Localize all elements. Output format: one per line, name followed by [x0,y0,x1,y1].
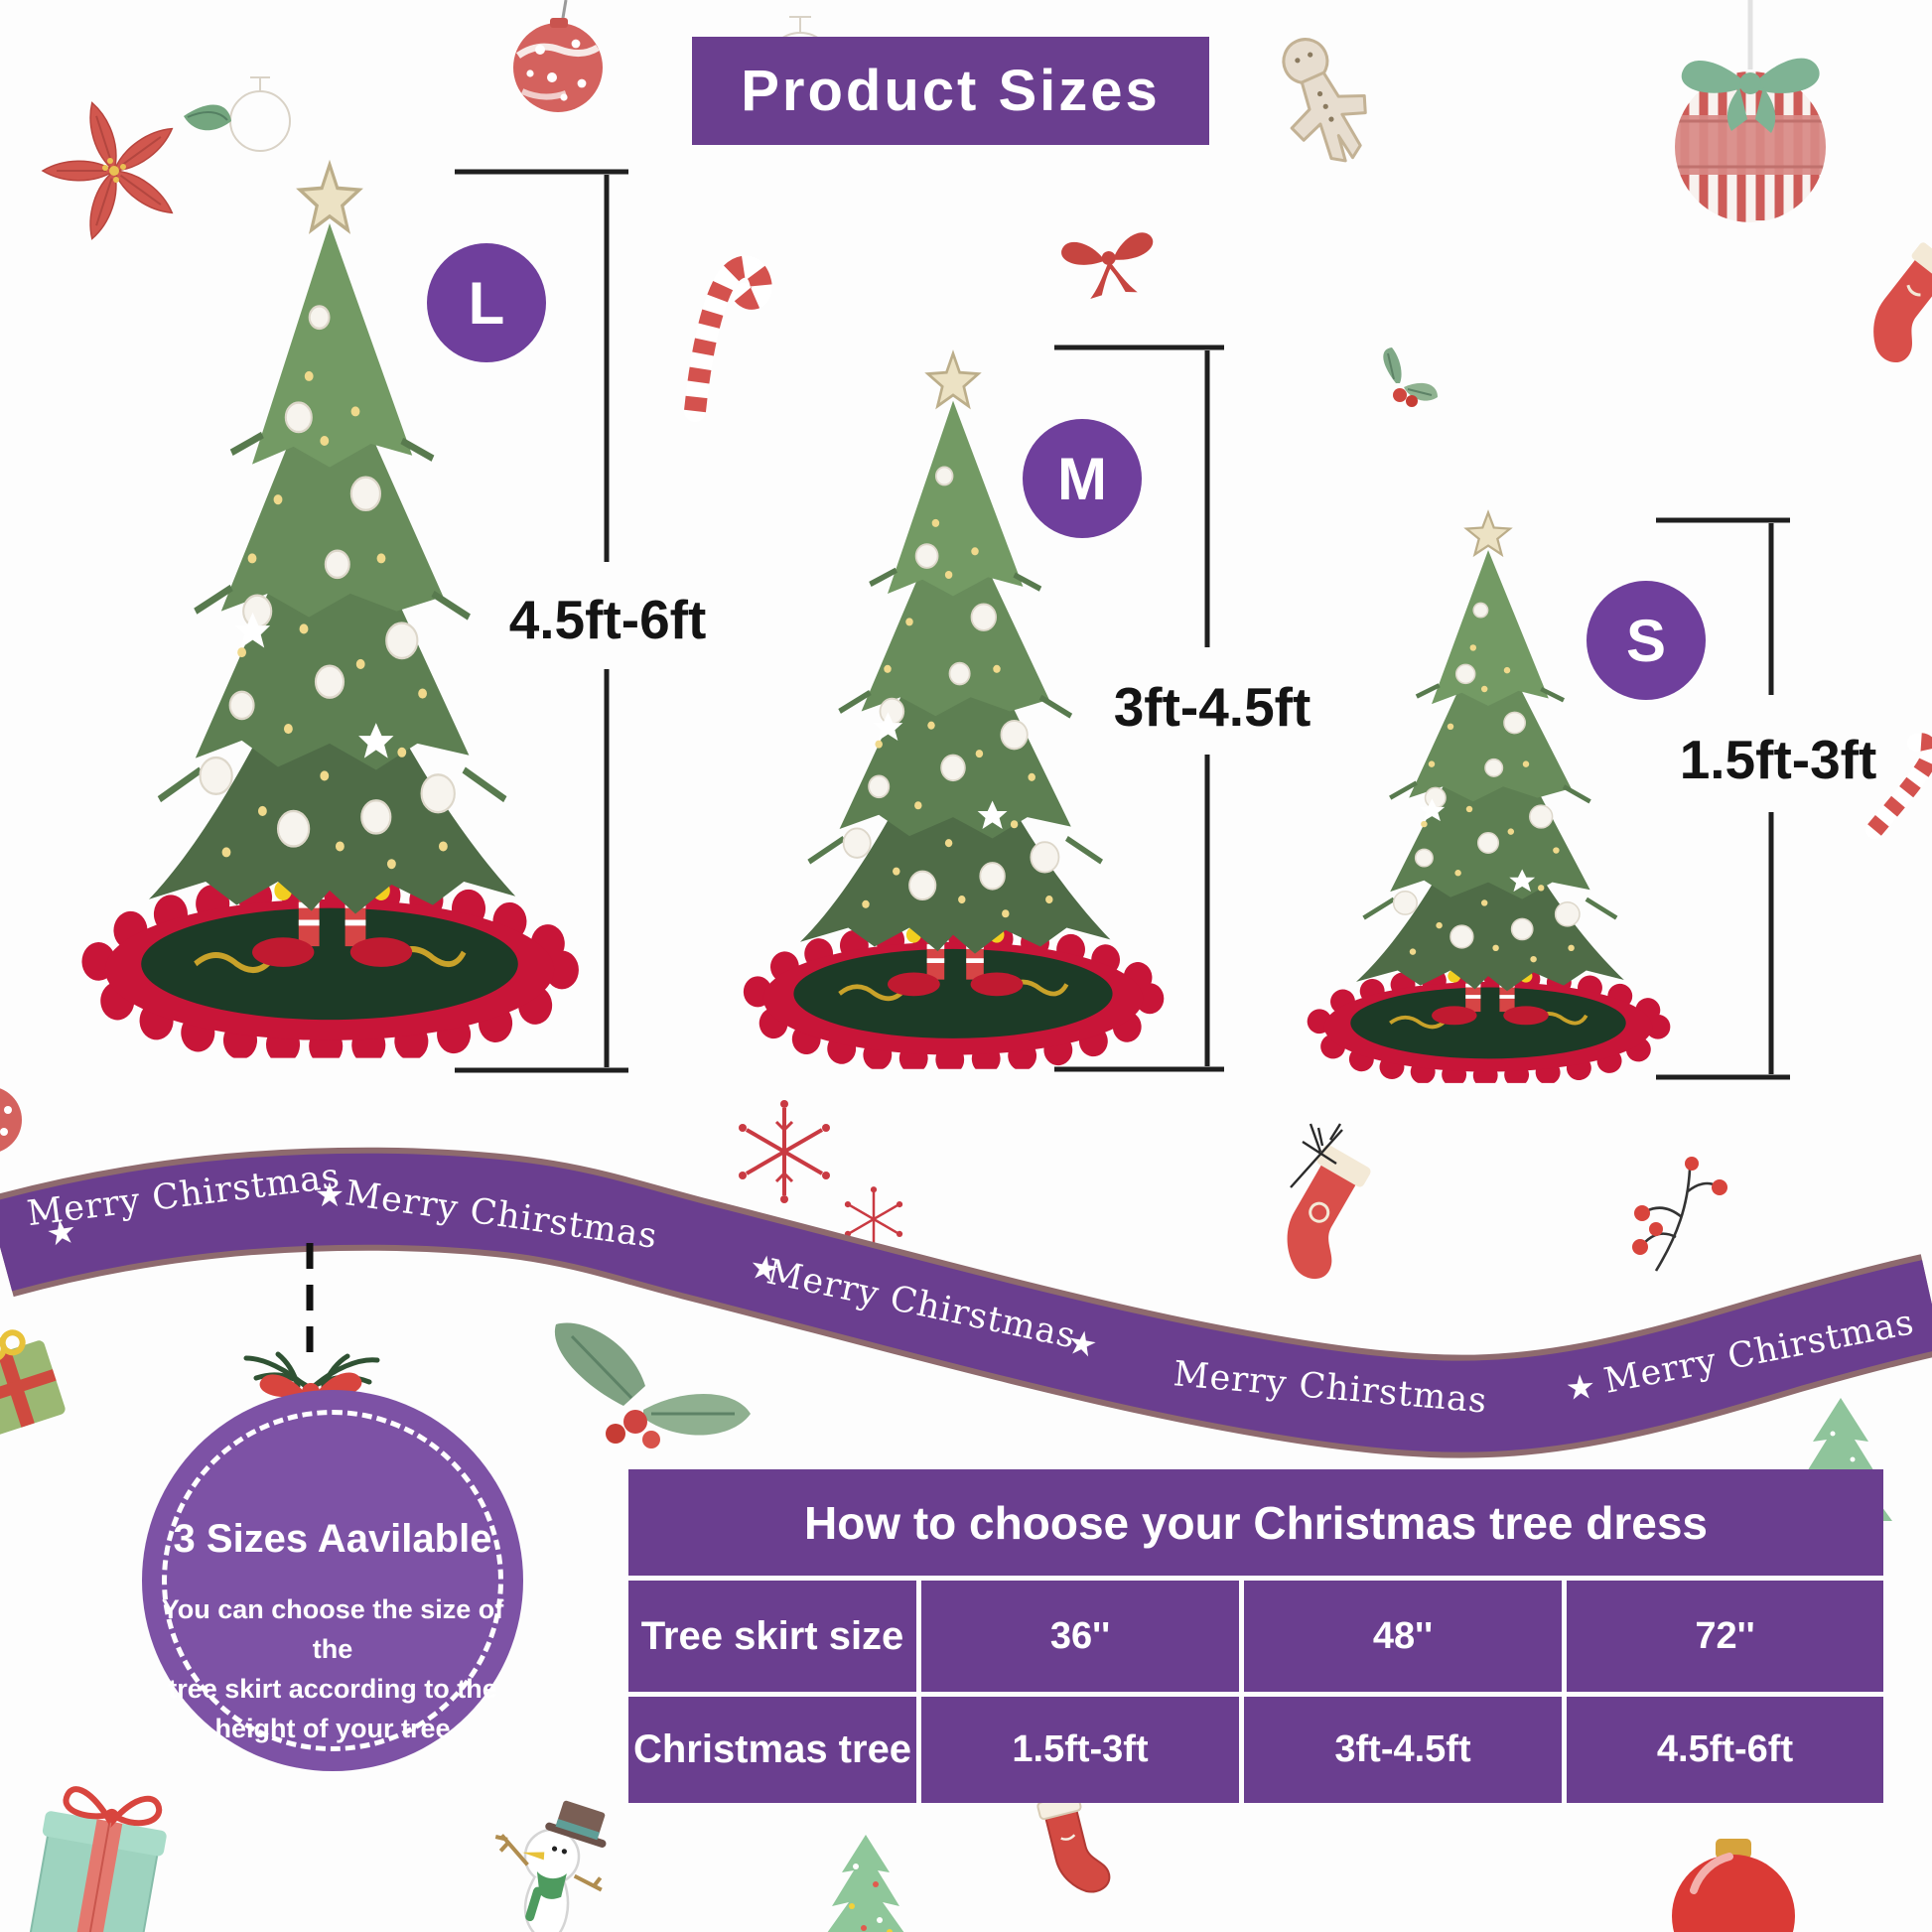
berry-sprig-icon [1632,1157,1727,1272]
bauble-icon [1672,1839,1795,1932]
bow-icon [1061,232,1154,299]
tree-height-l: 4.5ft-6ft [1567,1697,1883,1803]
snowflake-icon [739,1100,903,1252]
measure-bracket-l [455,169,628,1073]
page-title: Product Sizes [741,59,1161,123]
snowman-icon [494,1800,607,1932]
ribbon-star-icon: ★ [314,1176,345,1214]
green-bow-icon [1681,58,1820,133]
size-letter-l: L [468,269,505,337]
merry-christmas-ribbon [0,1147,1932,1458]
height-range-l: 4.5ft-6ft [494,588,721,651]
skirt-size-48: 48'' [1244,1581,1562,1692]
size-badge-l: L [427,243,546,362]
ribbon-star-icon: ★ [1564,1367,1597,1409]
height-range-s: 1.5ft-3ft [1665,728,1891,791]
size-letter-m: M [1057,445,1107,512]
title-banner: Product Sizes [692,37,1209,145]
gift-box-icon [0,1329,66,1438]
table-title: How to choose your Christmas tree dress [628,1469,1883,1576]
size-badge-s: S [1587,581,1706,700]
measure-bracket-m [1054,345,1224,1072]
pine-tree-icon [827,1835,904,1932]
row-header-tree: Christmas tree [628,1697,916,1803]
candy-cane-icon [684,255,772,422]
height-range-m: 3ft-4.5ft [1099,675,1325,739]
tree-height-s: 1.5ft-3ft [921,1697,1239,1803]
tree-height-m: 3ft-4.5ft [1244,1697,1562,1803]
size-chart-table: How to choose your Christmas tree dress … [628,1469,1883,1803]
stocking-icon [1873,242,1932,362]
polka-ornament-icon [0,1088,22,1152]
measure-bracket-s [1656,517,1790,1080]
candy-cane-icon [1865,733,1932,839]
stocking-icon [1036,1788,1111,1893]
size-letter-s: S [1625,607,1667,674]
size-badge-m: M [1023,419,1142,538]
poinsettia-icon [41,101,231,240]
bauble-green-bow-icon [1675,0,1826,222]
dashed-ring [162,1410,503,1751]
twig-snowflake-icon [1290,1123,1343,1188]
stocking-icon [1287,1145,1371,1280]
gingerbread-icon [1282,38,1367,163]
holly-icon [554,1322,751,1449]
skirt-size-36: 36'' [921,1581,1239,1692]
gift-box-icon [25,1786,167,1932]
holly-icon [1383,347,1438,407]
row-header-skirt-size: Tree skirt size [628,1581,916,1692]
sizes-available-badge: 3 Sizes Aavilable You can choose the siz… [142,1390,523,1771]
polka-ornament-icon [513,0,603,112]
skirt-size-72: 72'' [1567,1581,1883,1692]
